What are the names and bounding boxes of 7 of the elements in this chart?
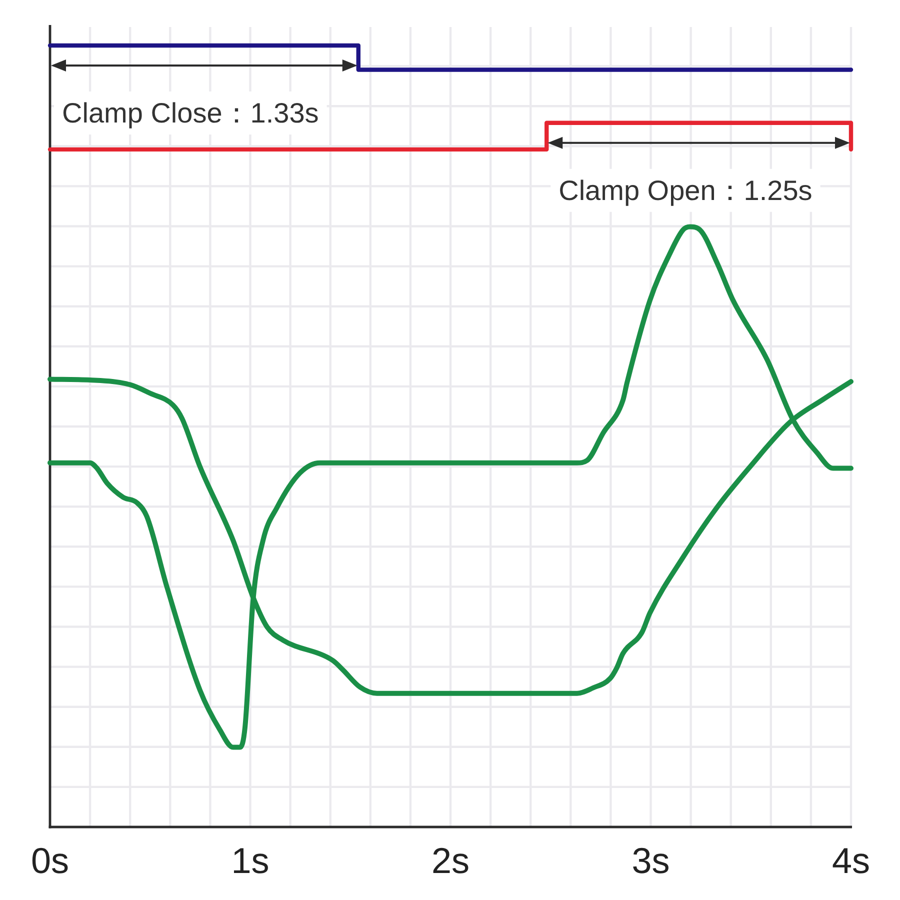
x-tick-label: 3s [632,840,670,881]
x-tick-label: 2s [431,840,470,881]
annotation: Clamp Close：1.33s [62,98,319,128]
x-tick-label: 1s [231,840,270,881]
annotation: Clamp Open：1.25s [558,174,812,206]
x-tick-label: 4s [832,840,870,881]
x-tick-label: 0s [30,840,70,881]
